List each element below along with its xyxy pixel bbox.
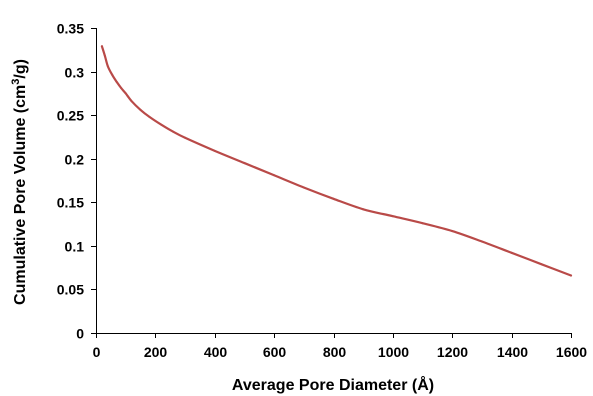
data-point [480,240,483,243]
data-point [302,186,305,189]
y-tick-label: 0.35 [57,21,84,37]
x-tick-label: 400 [204,344,228,360]
data-point [124,92,127,95]
y-tick-label: 0.3 [65,65,85,81]
data-point [139,108,142,111]
x-tick-label: 1000 [378,344,409,360]
data-point [130,100,133,103]
data-point [540,263,543,266]
data-point [172,130,175,133]
x-tick-label: 600 [263,344,287,360]
data-point [184,136,187,139]
data-point [391,215,394,218]
data-point [273,174,276,177]
data-point [100,45,103,48]
data-point [160,123,163,126]
data-point [570,274,572,277]
data-point [106,65,109,68]
data-point [243,162,246,165]
y-tick-label: 0.2 [65,152,85,168]
data-point [115,81,118,84]
x-tick-label: 1600 [556,344,587,360]
x-tick-label: 0 [93,344,101,360]
data-point [510,251,513,254]
data-point [148,115,151,118]
y-tick-label: 0 [76,326,84,342]
y-tick-label: 0.1 [65,239,85,255]
data-point [421,222,424,225]
x-ticks: 0 200 400 600 800 1000 1200 1400 1600 [93,333,587,360]
y-axis-title-prefix: Cumulative Pore Volume (cm [12,85,29,305]
data-point [111,74,114,77]
x-tick-label: 1400 [497,344,528,360]
data-point [103,54,106,57]
x-tick-label: 200 [144,344,168,360]
y-axis-title-superscript: 3 [10,79,22,85]
series-layer [100,45,573,277]
data-point [120,87,123,90]
x-axis-title: Average Pore Diameter (Å) [232,375,434,394]
y-axis-title: Cumulative Pore Volume (cm3/g) [10,59,29,305]
y-tick-label: 0.15 [57,195,84,211]
data-point [332,197,335,200]
axes [96,28,571,334]
y-ticks: 0 0.05 0.1 0.15 0.2 0.25 0.3 0.35 [57,21,96,342]
data-point [362,208,365,211]
data-point [451,230,454,233]
x-tick-label: 1200 [437,344,468,360]
y-tick-label: 0.05 [57,282,84,298]
series-line [100,45,573,277]
y-tick-label: 0.25 [57,108,84,124]
x-tick-label: 800 [323,344,347,360]
data-point [213,149,216,152]
y-axis-title-suffix: /g) [12,59,29,79]
